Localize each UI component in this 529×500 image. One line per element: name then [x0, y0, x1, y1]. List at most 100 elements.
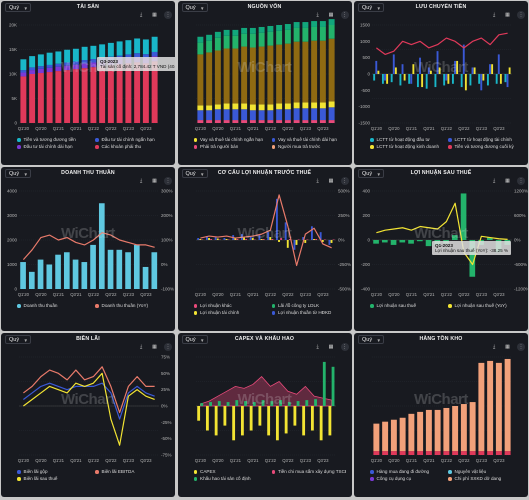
bar-segment[interactable] — [37, 54, 44, 67]
bar-segment[interactable] — [487, 451, 494, 455]
bar-segment[interactable] — [301, 108, 308, 121]
legend-item[interactable]: Doanh thu thuần — [17, 303, 91, 309]
bar-segment[interactable] — [293, 102, 300, 109]
bar-segment[interactable] — [214, 104, 221, 110]
bar-segment[interactable] — [196, 36, 203, 43]
bar[interactable] — [304, 400, 308, 406]
bar[interactable] — [249, 406, 253, 431]
bar-segment[interactable] — [134, 38, 141, 54]
bar-segment[interactable] — [249, 104, 256, 111]
bar[interactable] — [312, 239, 315, 240]
bar[interactable] — [399, 240, 406, 243]
legend-item[interactable]: Vay và thuê tài chính dài hạn — [271, 137, 346, 143]
bar-segment[interactable] — [151, 36, 158, 52]
bar-segment[interactable] — [443, 407, 450, 452]
bar-segment[interactable] — [81, 60, 88, 64]
bar[interactable] — [235, 239, 238, 240]
bar[interactable] — [63, 252, 70, 289]
bar-segment[interactable] — [310, 102, 317, 109]
bar[interactable] — [427, 67, 430, 74]
bar-segment[interactable] — [223, 35, 230, 49]
bar-segment[interactable] — [293, 108, 300, 121]
legend-item[interactable] — [95, 476, 169, 482]
bar[interactable] — [403, 74, 406, 81]
more-icon[interactable]: ⋮ — [340, 177, 349, 185]
bar-segment[interactable] — [266, 120, 273, 123]
legend-item[interactable]: Nguyên vật liệu — [448, 469, 522, 475]
period-dropdown[interactable]: Quý ▼ — [358, 335, 384, 344]
bar-segment[interactable] — [134, 53, 141, 58]
bar[interactable] — [301, 406, 305, 436]
bar-segment[interactable] — [240, 109, 247, 121]
bar-segment[interactable] — [382, 421, 389, 452]
download-icon[interactable]: ⤓ — [492, 12, 496, 18]
more-icon[interactable]: ⋮ — [164, 343, 172, 351]
bar-segment[interactable] — [151, 61, 158, 123]
bar[interactable] — [260, 239, 262, 240]
bar-segment[interactable] — [214, 109, 221, 121]
bar[interactable] — [275, 406, 279, 441]
download-icon[interactable]: ⤓ — [316, 178, 319, 184]
bar[interactable] — [373, 240, 379, 244]
bar-segment[interactable] — [205, 105, 212, 111]
bar-segment[interactable] — [151, 51, 158, 57]
bar[interactable] — [269, 401, 273, 406]
bar-segment[interactable] — [249, 47, 256, 105]
bar-segment[interactable] — [231, 29, 238, 36]
bar-segment[interactable] — [205, 40, 212, 53]
bar[interactable] — [249, 236, 252, 240]
bar[interactable] — [257, 234, 260, 240]
bar-segment[interactable] — [134, 62, 141, 123]
bar[interactable] — [292, 406, 296, 426]
bar[interactable] — [445, 74, 448, 81]
chart-type-icon[interactable]: ▦ — [505, 344, 510, 350]
bar[interactable] — [72, 259, 79, 289]
bar-segment[interactable] — [214, 120, 221, 123]
bar-segment[interactable] — [275, 44, 282, 104]
bar-segment[interactable] — [504, 358, 511, 452]
bar[interactable] — [151, 252, 158, 289]
bar[interactable] — [506, 74, 509, 88]
bar-segment[interactable] — [196, 42, 203, 55]
bar-segment[interactable] — [231, 109, 238, 121]
bar-segment[interactable] — [223, 109, 230, 121]
legend-item[interactable]: Đầu tư tài chính ngắn hạn — [95, 137, 169, 143]
bar-segment[interactable] — [205, 34, 212, 41]
legend-item[interactable]: Lợi nhuận khác — [193, 303, 268, 309]
bar[interactable] — [454, 60, 456, 74]
bar[interactable] — [456, 60, 459, 74]
bar[interactable] — [231, 406, 235, 441]
bar-segment[interactable] — [46, 67, 53, 73]
bar[interactable] — [478, 74, 481, 84]
bar[interactable] — [116, 249, 123, 289]
bar[interactable] — [464, 74, 467, 91]
bar-segment[interactable] — [55, 71, 62, 123]
bar-segment[interactable] — [258, 110, 265, 121]
legend-item[interactable]: Biên lãi gộp — [17, 469, 91, 475]
bar[interactable] — [416, 74, 419, 88]
bar-segment[interactable] — [319, 21, 326, 27]
bar-segment[interactable] — [310, 108, 317, 121]
bar[interactable] — [277, 240, 280, 242]
bar[interactable] — [310, 226, 313, 240]
bar[interactable] — [381, 240, 388, 243]
legend-item[interactable]: Lãi /lỗ công ty LDLK — [271, 303, 346, 309]
bar[interactable] — [384, 74, 386, 81]
bar-segment[interactable] — [55, 63, 62, 67]
bar-segment[interactable] — [284, 103, 291, 110]
bar[interactable] — [495, 74, 498, 84]
bar[interactable] — [284, 222, 287, 240]
bar-segment[interactable] — [301, 120, 308, 123]
bar[interactable] — [462, 44, 465, 74]
bar[interactable] — [401, 64, 404, 74]
bar-segment[interactable] — [266, 31, 273, 46]
bar-segment[interactable] — [107, 42, 114, 57]
bar-segment[interactable] — [284, 109, 291, 121]
bar-segment[interactable] — [301, 27, 308, 42]
bar[interactable] — [373, 74, 376, 81]
bar-segment[interactable] — [328, 19, 335, 25]
bar-segment[interactable] — [214, 50, 221, 105]
bar[interactable] — [497, 54, 500, 74]
bar[interactable] — [243, 401, 247, 406]
bar[interactable] — [295, 240, 297, 245]
